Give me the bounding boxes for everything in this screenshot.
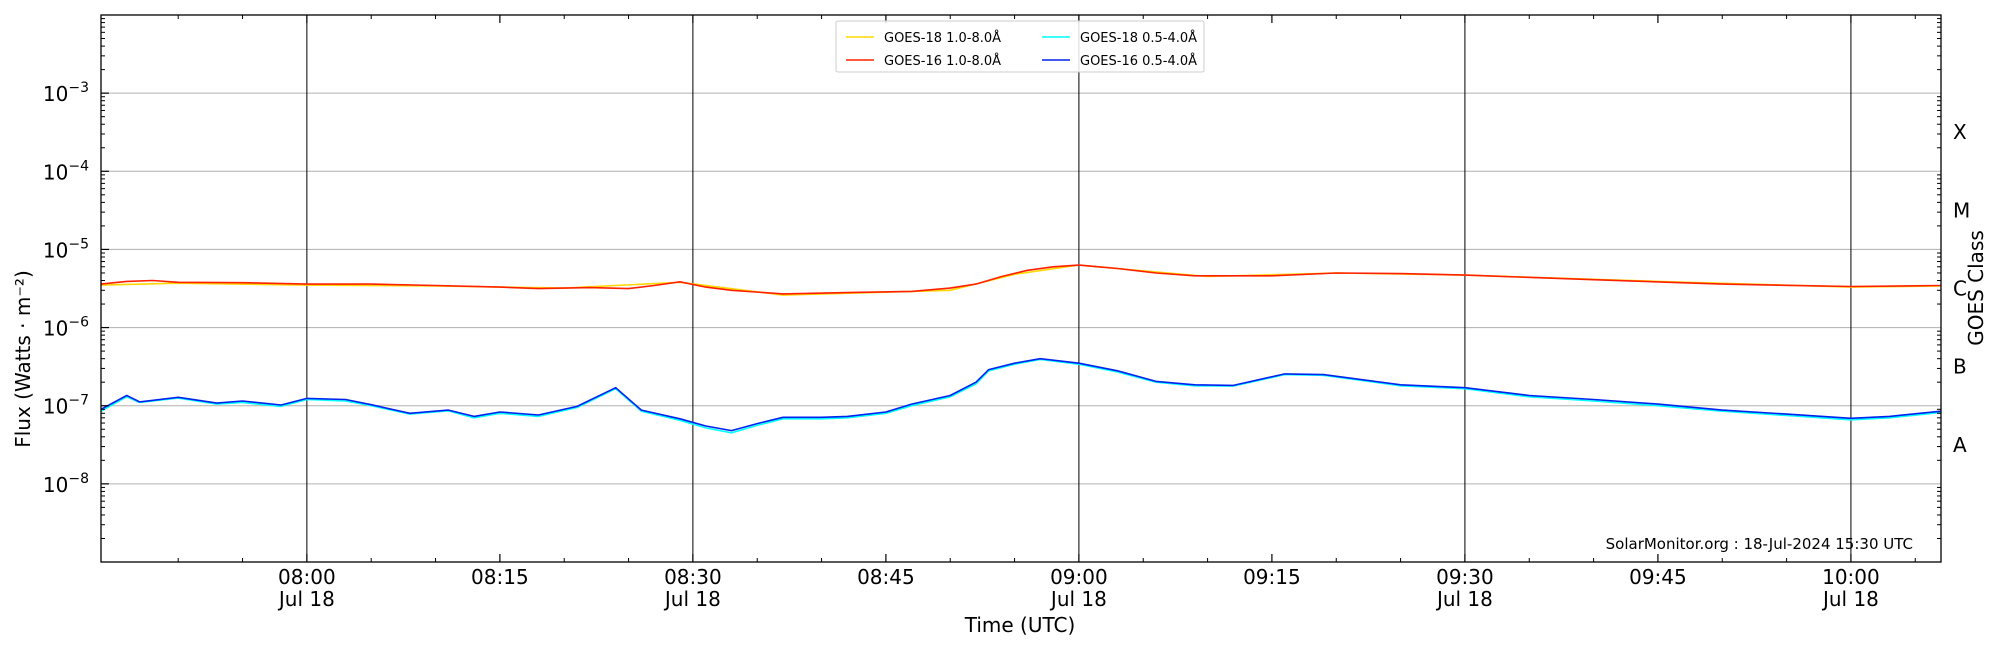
legend-entry-label: GOES-18 0.5-4.0Å: [1080, 30, 1197, 46]
vertical-hour-lines: [306, 15, 1852, 562]
y-tick-label: 10−3: [43, 80, 89, 106]
x-tick-date-label: Jul 18: [663, 587, 721, 611]
x-tick-label: 09:45: [1629, 565, 1687, 589]
x-tick-label: 09:15: [1243, 565, 1301, 589]
legend-box: [835, 20, 1205, 73]
x-tick-date-label: Jul 18: [1821, 587, 1879, 611]
series-line: [100, 357, 1942, 432]
x-tick-label: 08:45: [857, 565, 915, 589]
goes-class-label: C: [1953, 277, 1967, 301]
legend-entry-label: GOES-18 1.0-8.0Å: [884, 30, 1001, 46]
goes-class-label: M: [1953, 198, 1970, 222]
y-axis-title: Flux (Watts · m⁻²): [11, 270, 35, 448]
x-tick-label: 08:00: [278, 565, 336, 589]
goes-class-axis: A B C M X: [1953, 120, 1970, 457]
series-line: [100, 358, 1942, 434]
credit-text: SolarMonitor.org : 18-Jul-2024 15:30 UTC: [1606, 535, 1913, 553]
goes-class-label: A: [1953, 433, 1967, 457]
x-axis-title: Time (UTC): [964, 613, 1076, 637]
grid-layer: [101, 92, 1941, 485]
goes-class-axis-title: GOES Class: [1964, 230, 1988, 346]
y-tick-label: 10−4: [43, 158, 89, 184]
y-tick-label: 10−7: [43, 393, 89, 419]
x-tick-label: 09:30: [1436, 565, 1494, 589]
goes-class-label: B: [1953, 355, 1967, 379]
y-axis: 10−8 10−7 10−6 10−5 10−4 10−3: [43, 18, 1941, 539]
goes-class-label: X: [1953, 120, 1967, 144]
x-tick-label: 10:00: [1822, 565, 1880, 589]
series-line: [100, 264, 1942, 295]
legend-entry-label: GOES-16 1.0-8.0Å: [884, 53, 1001, 69]
y-tick-label: 10−5: [43, 236, 89, 262]
y-tick-label: 10−8: [43, 471, 89, 497]
x-tick-label: 09:00: [1050, 565, 1108, 589]
y-tick-label: 10−6: [43, 315, 89, 341]
x-tick-label: 08:30: [664, 565, 722, 589]
legend-entry-label: GOES-16 0.5-4.0Å: [1080, 53, 1197, 69]
x-tick-date-label: Jul 18: [1435, 587, 1493, 611]
x-tick-label: 08:15: [471, 565, 529, 589]
legend: GOES-18 1.0-8.0Å GOES-18 0.5-4.0Å GOES-16 …: [835, 20, 1205, 73]
x-tick-date-label: Jul 18: [1049, 587, 1107, 611]
x-tick-date-label: Jul 18: [277, 587, 335, 611]
series-layer: [100, 264, 1942, 434]
plot-frame: [100, 14, 1942, 563]
